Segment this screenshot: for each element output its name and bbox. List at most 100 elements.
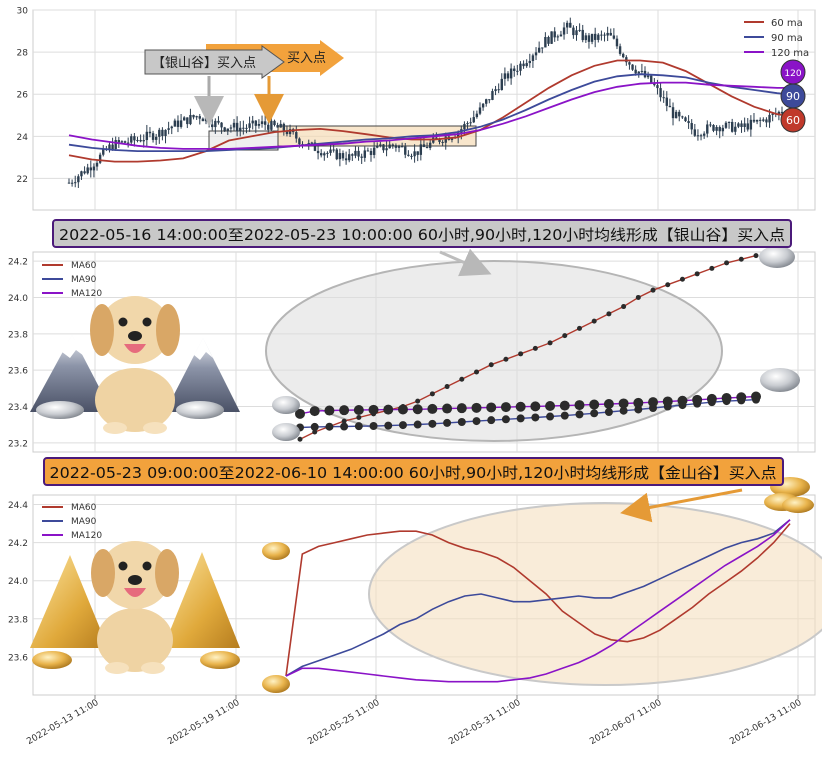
gold-buy-label: 买入点 <box>287 51 326 66</box>
candle-body <box>572 27 575 36</box>
point-ma120 <box>706 393 717 404</box>
candle-body <box>441 141 444 143</box>
candle-body <box>385 148 388 151</box>
candle-body <box>438 138 441 142</box>
candle-body <box>158 129 161 137</box>
candle-body <box>528 60 532 64</box>
overview-legend: 60 ma 90 ma 120 ma <box>744 18 809 59</box>
silver-banner-text: 2022-05-16 14:00:00至2022-05-23 10:00:00 … <box>59 226 785 244</box>
x-tick-label: 2022-05-25 11:00 <box>306 698 381 747</box>
candle-body <box>120 141 124 143</box>
candle-body <box>653 82 656 86</box>
candle-body <box>326 152 329 154</box>
candle-body <box>628 62 631 65</box>
candle-body <box>699 135 703 137</box>
silver-legend-ma90: MA90 <box>71 275 97 285</box>
legend-label-120: 120 ma <box>771 48 809 59</box>
ma-badges: 120 90 60 <box>780 59 806 133</box>
candle-body <box>397 146 401 148</box>
point-ma60 <box>459 376 465 382</box>
candle-body <box>693 129 697 136</box>
candle-body <box>298 138 301 145</box>
candle-body <box>83 171 86 174</box>
golden-banner-box <box>43 457 784 486</box>
point-ma90 <box>354 422 363 431</box>
candle-body <box>173 120 177 127</box>
point-ma90 <box>310 422 319 431</box>
candle-body <box>727 121 731 123</box>
point-ma120 <box>427 403 438 414</box>
candle-body <box>351 154 354 156</box>
badge-120-label: 120 <box>784 69 801 79</box>
candle-body <box>488 99 491 101</box>
point-ma90 <box>398 421 407 430</box>
point-ma120 <box>721 393 732 403</box>
point-ma60 <box>444 384 450 390</box>
silver-legend-ma120: MA120 <box>71 289 102 299</box>
point-ma60 <box>562 333 568 339</box>
y-tick-label: 23.6 <box>8 367 28 377</box>
candle-body <box>712 125 715 131</box>
point-ma60 <box>532 345 538 351</box>
candle-body <box>164 129 167 136</box>
candle-body <box>379 144 382 146</box>
candle-body <box>597 34 600 40</box>
candle-body <box>684 117 687 122</box>
candle-body <box>201 118 205 122</box>
candle-body <box>235 122 239 132</box>
candle-body <box>478 107 482 114</box>
candle-body <box>734 126 737 132</box>
candle-body <box>239 127 242 132</box>
candle-body <box>525 63 528 67</box>
point-ma120 <box>471 402 482 413</box>
point-ma90 <box>369 422 378 430</box>
candle-body <box>696 135 700 137</box>
candle-body <box>133 136 136 141</box>
candle-body <box>749 119 753 130</box>
candle-body <box>74 182 77 184</box>
point-ma120 <box>589 399 600 410</box>
candle-body <box>565 22 569 28</box>
silver-ingots-start <box>272 396 300 441</box>
point-ma120 <box>353 405 364 415</box>
candle-body <box>394 145 398 148</box>
candle-body <box>671 107 675 119</box>
candle-body <box>531 55 535 61</box>
point-ma60 <box>738 256 744 262</box>
candle-body <box>450 138 454 140</box>
point-ma90 <box>516 414 525 423</box>
candle-body <box>220 122 223 128</box>
candle-body <box>282 123 286 131</box>
series-line-ma90 <box>68 73 801 153</box>
candle-body <box>481 103 485 108</box>
point-ma90 <box>531 413 540 422</box>
candle-body <box>702 133 706 136</box>
point-ma120 <box>530 401 541 412</box>
point-ma120 <box>339 405 350 416</box>
point-ma120 <box>383 404 394 415</box>
candle-body <box>740 123 743 127</box>
candle-body <box>214 120 217 128</box>
candle-body <box>503 73 507 79</box>
candle-body <box>562 27 566 35</box>
y-tick-label: 24.0 <box>8 294 28 304</box>
candle-body <box>279 123 282 128</box>
candle-body <box>428 142 432 148</box>
price-candles <box>67 17 784 188</box>
candle-body <box>500 78 503 91</box>
y-tick-label: 24.2 <box>8 539 28 549</box>
point-ma120 <box>397 404 408 415</box>
point-ma120 <box>677 395 688 406</box>
candle-body <box>559 34 563 37</box>
candle-body <box>189 114 192 125</box>
candle-body <box>70 182 74 184</box>
candle-body <box>584 35 588 41</box>
point-ma90 <box>560 411 569 420</box>
badge-60-label: 60 <box>786 114 800 127</box>
golden-legend-ma60: MA60 <box>71 503 97 513</box>
point-ma120 <box>545 401 556 411</box>
candle-body <box>376 145 379 148</box>
candle-body <box>737 123 740 127</box>
candle-body <box>130 136 133 143</box>
